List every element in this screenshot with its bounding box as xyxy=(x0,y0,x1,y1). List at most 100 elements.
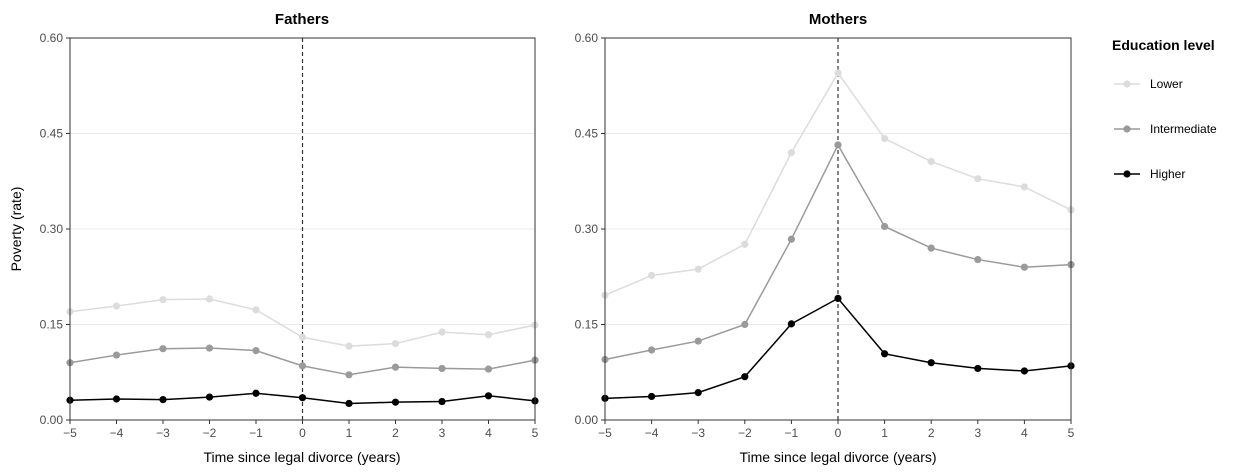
data-point-intermediate xyxy=(159,345,167,353)
data-point-lower xyxy=(741,240,749,248)
data-point-lower xyxy=(927,157,935,166)
x-tick-label: 1 xyxy=(881,426,888,440)
panel-mothers: Mothers Time since legal divorce (years)… xyxy=(575,11,1075,465)
x-axis-title-mothers: Time since legal divorce (years) xyxy=(739,449,936,465)
x-tick-label: 0 xyxy=(299,426,306,440)
panel-title-fathers: Fathers xyxy=(275,11,329,28)
data-point-lower xyxy=(1020,183,1028,191)
y-tick-label: 0.45 xyxy=(40,127,64,141)
y-tick-label: 0.30 xyxy=(40,222,64,236)
data-point-intermediate xyxy=(252,347,260,355)
y-tick-label: 0.30 xyxy=(575,222,599,236)
data-point-lower xyxy=(484,331,493,339)
data-point-higher xyxy=(159,396,167,404)
data-point-higher xyxy=(741,373,749,381)
legend-marker-intermediate xyxy=(1123,125,1131,133)
x-tick-label: 5 xyxy=(1068,426,1075,440)
x-tick-label: −5 xyxy=(598,426,612,440)
x-axis-title-fathers: Time since legal divorce (years) xyxy=(203,449,400,465)
x-tick-label: 0 xyxy=(835,426,842,440)
data-point-higher xyxy=(974,364,982,373)
x-tick-label: −2 xyxy=(738,426,752,440)
y-tick-label: 0.60 xyxy=(575,31,599,45)
data-point-intermediate xyxy=(881,222,889,231)
x-tick-label: −3 xyxy=(156,426,170,440)
legend-items: Lower Intermediate Higher xyxy=(1114,77,1217,181)
data-point-intermediate xyxy=(345,371,353,379)
x-tick-label: −4 xyxy=(110,426,124,440)
data-point-lower xyxy=(205,295,214,303)
x-tick-label: 1 xyxy=(346,426,353,440)
y-tick-label: 0.00 xyxy=(40,413,64,427)
data-point-lower xyxy=(112,302,121,310)
legend-marker-lower xyxy=(1123,80,1131,88)
data-point-higher xyxy=(345,399,353,408)
data-point-higher xyxy=(881,350,889,358)
data-point-lower xyxy=(834,69,842,77)
data-point-higher xyxy=(438,397,446,406)
x-tick-label: 4 xyxy=(1021,426,1028,440)
panel-border xyxy=(69,37,536,421)
plot-area-mothers: 0.00 0.15 0.30 0.45 0.60 −5 −4 −3 −2 −1 0 1 2 3 4 5 xyxy=(575,31,1075,440)
data-point-lower xyxy=(787,149,796,157)
x-tick-label: 3 xyxy=(439,426,446,440)
data-point-intermediate xyxy=(484,365,493,373)
data-point-lower xyxy=(298,333,307,341)
data-point-higher xyxy=(484,392,493,400)
legend: Education level Lower Intermediate Higher xyxy=(1112,37,1217,181)
x-tick-label: −3 xyxy=(691,426,705,440)
panel-title-mothers: Mothers xyxy=(809,11,867,28)
x-tick-label: 2 xyxy=(928,426,935,440)
data-point-intermediate xyxy=(438,364,446,373)
x-tick-label: −1 xyxy=(249,426,263,440)
y-tick-label: 0.45 xyxy=(575,127,599,141)
x-tick-label: −5 xyxy=(63,426,77,440)
data-point-intermediate xyxy=(112,351,121,359)
series-line-lower xyxy=(604,71,1072,296)
x-tick-label: −2 xyxy=(203,426,217,440)
data-point-intermediate xyxy=(694,337,702,345)
data-point-higher xyxy=(112,395,121,403)
y-tick-label: 0.60 xyxy=(40,31,64,45)
y-tick-label: 0.00 xyxy=(575,413,599,427)
data-point-intermediate xyxy=(927,244,935,252)
data-point-lower xyxy=(974,175,982,183)
data-point-intermediate xyxy=(1020,263,1028,271)
data-point-intermediate xyxy=(974,255,982,264)
y-axis-title: Poverty (rate) xyxy=(8,187,24,272)
data-point-higher xyxy=(391,398,400,406)
data-point-lower xyxy=(159,296,167,304)
legend-title: Education level xyxy=(1112,37,1215,53)
data-point-higher xyxy=(1020,367,1028,375)
legend-label-lower: Lower xyxy=(1150,77,1183,91)
data-point-intermediate xyxy=(648,346,656,354)
data-point-higher xyxy=(252,389,260,397)
x-tick-label: −1 xyxy=(785,426,799,440)
data-point-lower xyxy=(881,134,889,143)
x-tick-label: −4 xyxy=(645,426,659,440)
data-point-intermediate xyxy=(741,320,749,329)
data-point-intermediate xyxy=(205,344,214,352)
data-point-lower xyxy=(345,342,353,350)
panel-fathers: Fathers Poverty (rate) Time since legal … xyxy=(8,11,539,465)
x-tick-label: 3 xyxy=(974,426,981,440)
x-tick-label: 5 xyxy=(532,426,539,440)
data-point-higher xyxy=(648,392,656,401)
plot-area-fathers: 0.00 0.15 0.30 0.45 0.60 −5 −4 −3 −2 −1 0 1 2 3 4 5 xyxy=(40,31,539,440)
legend-label-intermediate: Intermediate xyxy=(1150,122,1217,136)
data-point-lower xyxy=(648,271,656,280)
data-point-higher xyxy=(834,294,842,302)
panel-border xyxy=(604,37,1072,421)
y-tick-label: 0.15 xyxy=(40,318,64,332)
legend-label-higher: Higher xyxy=(1150,167,1185,181)
data-point-higher xyxy=(927,359,935,367)
data-point-lower xyxy=(252,306,260,314)
data-point-higher xyxy=(787,320,796,328)
data-point-intermediate xyxy=(298,362,307,370)
x-tick-label: 4 xyxy=(485,426,492,440)
legend-marker-higher xyxy=(1123,170,1131,178)
data-point-higher xyxy=(694,389,702,397)
data-point-lower xyxy=(694,265,702,273)
data-point-higher xyxy=(205,393,214,401)
